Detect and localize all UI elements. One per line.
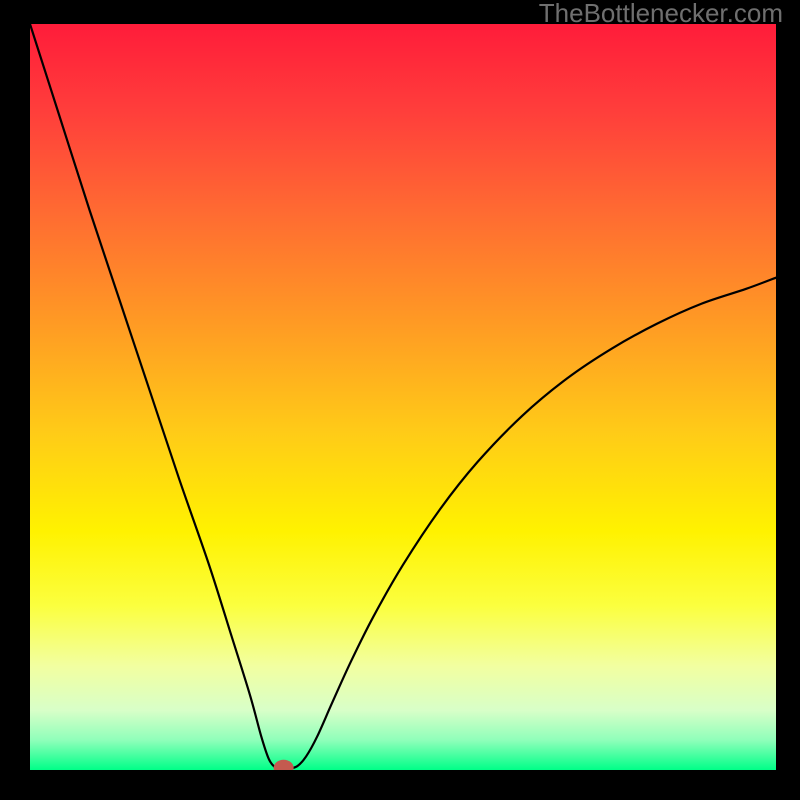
bottleneck-curve xyxy=(30,24,776,770)
curve-path xyxy=(30,24,776,769)
chart-container: TheBottlenecker.com xyxy=(0,0,800,800)
plot-area xyxy=(30,24,776,770)
minimum-marker xyxy=(274,760,294,770)
border-right xyxy=(776,0,800,800)
watermark-text: TheBottlenecker.com xyxy=(539,0,783,26)
border-left xyxy=(0,0,30,800)
border-bottom xyxy=(0,770,800,800)
